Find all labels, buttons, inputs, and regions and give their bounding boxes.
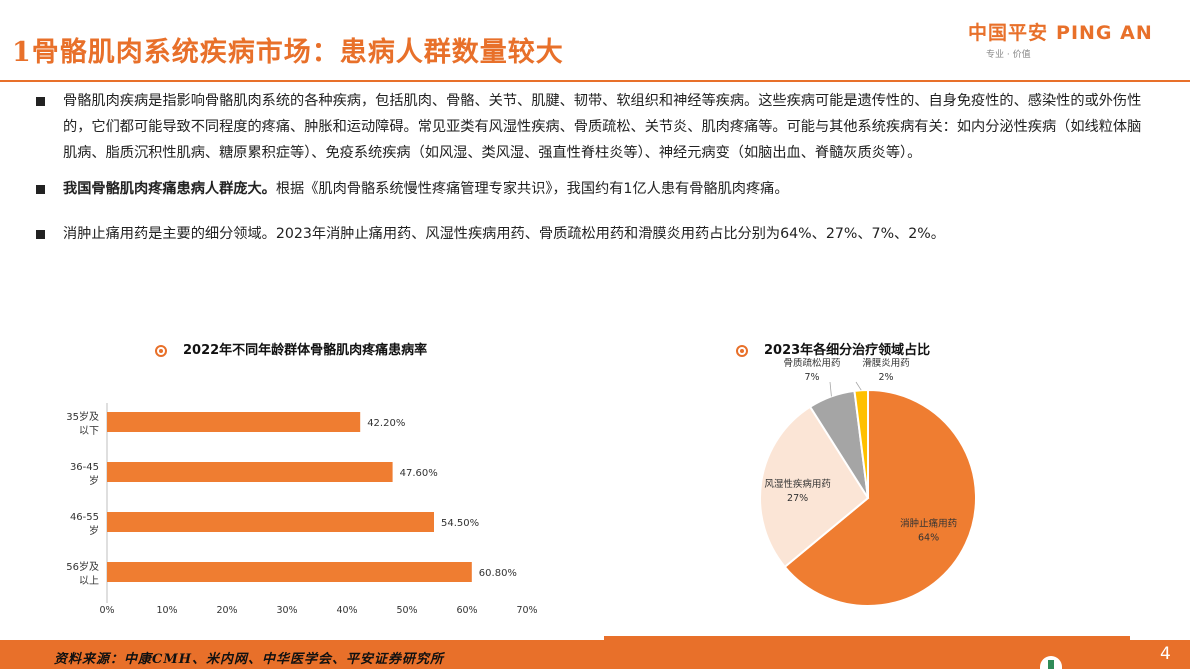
pie-leader-line bbox=[829, 381, 832, 397]
x-tick-label: 10% bbox=[156, 605, 177, 615]
bar-category-label: 35岁及 bbox=[66, 410, 99, 423]
ping-an-logo: 中国平安 PING AN 专业 · 价值 bbox=[968, 18, 1153, 60]
page-number: 4 bbox=[1160, 644, 1171, 664]
pie-slice-percent: 7% bbox=[804, 372, 819, 383]
pie-slice-percent: 64% bbox=[918, 533, 939, 544]
logo-en-text: PING AN bbox=[1056, 22, 1153, 44]
pie-chart-title-text: 2023年各细分治疗领域占比 bbox=[764, 343, 931, 358]
bullet-square-icon bbox=[36, 97, 45, 106]
footer-gap bbox=[1130, 636, 1190, 640]
bullet-item: 骨骼肌肉疾病是指影响骨骼肌肉系统的各种疾病，包括肌肉、骨骼、关节、肌腱、韧带、软… bbox=[36, 88, 1146, 166]
bullet-item: 消肿止痛用药是主要的细分领域。2023年消肿止痛用药、风湿性疾病用药、骨质疏松用… bbox=[36, 221, 1146, 247]
bar-value-label: 47.60% bbox=[400, 468, 438, 479]
corner-mark-icon bbox=[1040, 656, 1062, 669]
logo-tagline: 专业 · 价值 bbox=[986, 50, 1031, 60]
pie-slice bbox=[783, 388, 977, 607]
bullet-text: 根据《肌肉骨骼系统慢性疼痛管理专家共识》，我国约有1亿人患有骨骼肌肉疼痛。 bbox=[275, 181, 789, 197]
pie-slice-label: 骨质疏松用药 bbox=[783, 358, 840, 369]
bar-category-label: 46-55 bbox=[70, 512, 99, 523]
bar bbox=[107, 412, 361, 432]
bar-value-label: 54.50% bbox=[441, 518, 479, 529]
page-title: 1骨骼肌肉系统疾病市场：患病人群数量较大 bbox=[12, 37, 564, 68]
x-tick-label: 0% bbox=[99, 605, 114, 615]
bar bbox=[107, 512, 434, 532]
target-icon bbox=[736, 345, 748, 357]
bar-chart: 42.20%35岁及以下47.60%36-45岁54.50%46-55岁60.8… bbox=[66, 403, 538, 615]
pie-slice-label: 滑膜炎用药 bbox=[862, 358, 910, 369]
bar-category-label: 56岁及 bbox=[66, 560, 99, 573]
x-tick-label: 30% bbox=[276, 605, 297, 615]
pie-chart: 消肿止痛用药 64% 风湿性疾病用药 27% 骨质疏松用药 7% 滑膜炎用药 2% bbox=[759, 358, 977, 607]
bullet-list: 骨骼肌肉疾病是指影响骨骼肌肉系统的各种疾病，包括肌肉、骨骼、关节、肌腱、韧带、软… bbox=[36, 88, 1146, 247]
pie-slice-percent: 27% bbox=[787, 493, 808, 504]
pie-leader-line bbox=[855, 381, 862, 391]
target-icon bbox=[155, 345, 167, 357]
bullet-text: 消肿止痛用药是主要的细分领域。2023年消肿止痛用药、风湿性疾病用药、骨质疏松用… bbox=[63, 226, 945, 242]
bar-value-label: 42.20% bbox=[367, 418, 405, 429]
logo-cn-text: 中国平安 bbox=[968, 22, 1049, 44]
x-tick-label: 50% bbox=[396, 605, 417, 615]
x-tick-label: 60% bbox=[456, 605, 477, 615]
pie-slice bbox=[759, 405, 870, 569]
source-note: 资料来源：中康CMH、米内网、中华医学会、平安证券研究所 bbox=[54, 652, 445, 667]
header-divider bbox=[0, 80, 1190, 82]
bullet-item: 我国骨骼肌肉疼痛患病人群庞大。根据《肌肉骨骼系统慢性疼痛管理专家共识》，我国约有… bbox=[36, 176, 1146, 202]
pie-chart-title: 2023年各细分治疗领域占比 bbox=[736, 339, 930, 358]
bullet-square-icon bbox=[36, 230, 45, 239]
footer-bar: 资料来源：中康CMH、米内网、中华医学会、平安证券研究所 4 bbox=[0, 636, 1190, 669]
pie-slice-label: 消肿止痛用药 bbox=[900, 518, 957, 530]
bar bbox=[107, 562, 472, 582]
bar-category-label: 36-45 bbox=[70, 462, 99, 473]
bar-category-label: 岁 bbox=[89, 474, 99, 487]
x-tick-label: 70% bbox=[516, 605, 537, 615]
bullet-text: 骨骼肌肉疾病是指影响骨骼肌肉系统的各种疾病，包括肌肉、骨骼、关节、肌腱、韧带、软… bbox=[63, 93, 1142, 161]
bar-category-label: 以上 bbox=[79, 575, 99, 587]
bar-value-label: 60.80% bbox=[479, 568, 517, 579]
bar-category-label: 岁 bbox=[89, 524, 99, 537]
x-tick-label: 20% bbox=[216, 605, 237, 615]
bullet-square-icon bbox=[36, 185, 45, 194]
pie-slice-label: 风湿性疾病用药 bbox=[764, 478, 831, 490]
bar bbox=[107, 462, 393, 482]
x-tick-label: 40% bbox=[336, 605, 357, 615]
footer-gap bbox=[0, 636, 604, 640]
pie-slice-percent: 2% bbox=[878, 372, 893, 383]
bar-chart-title-text: 2022年不同年龄群体骨骼肌肉疼痛患病率 bbox=[183, 343, 428, 358]
bar-chart-title: 2022年不同年龄群体骨骼肌肉疼痛患病率 bbox=[155, 339, 427, 358]
bar-category-label: 以下 bbox=[79, 426, 99, 437]
bullet-bold-text: 我国骨骼肌肉疼痛患病人群庞大。 bbox=[63, 181, 276, 197]
